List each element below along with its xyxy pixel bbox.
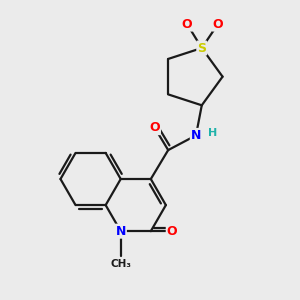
Text: O: O <box>167 225 177 238</box>
Text: O: O <box>213 18 223 31</box>
Text: S: S <box>197 41 206 55</box>
Text: N: N <box>116 225 126 238</box>
Text: H: H <box>208 128 217 139</box>
Text: O: O <box>149 121 160 134</box>
Text: O: O <box>182 18 192 31</box>
Text: N: N <box>191 129 201 142</box>
Text: CH₃: CH₃ <box>110 259 131 269</box>
